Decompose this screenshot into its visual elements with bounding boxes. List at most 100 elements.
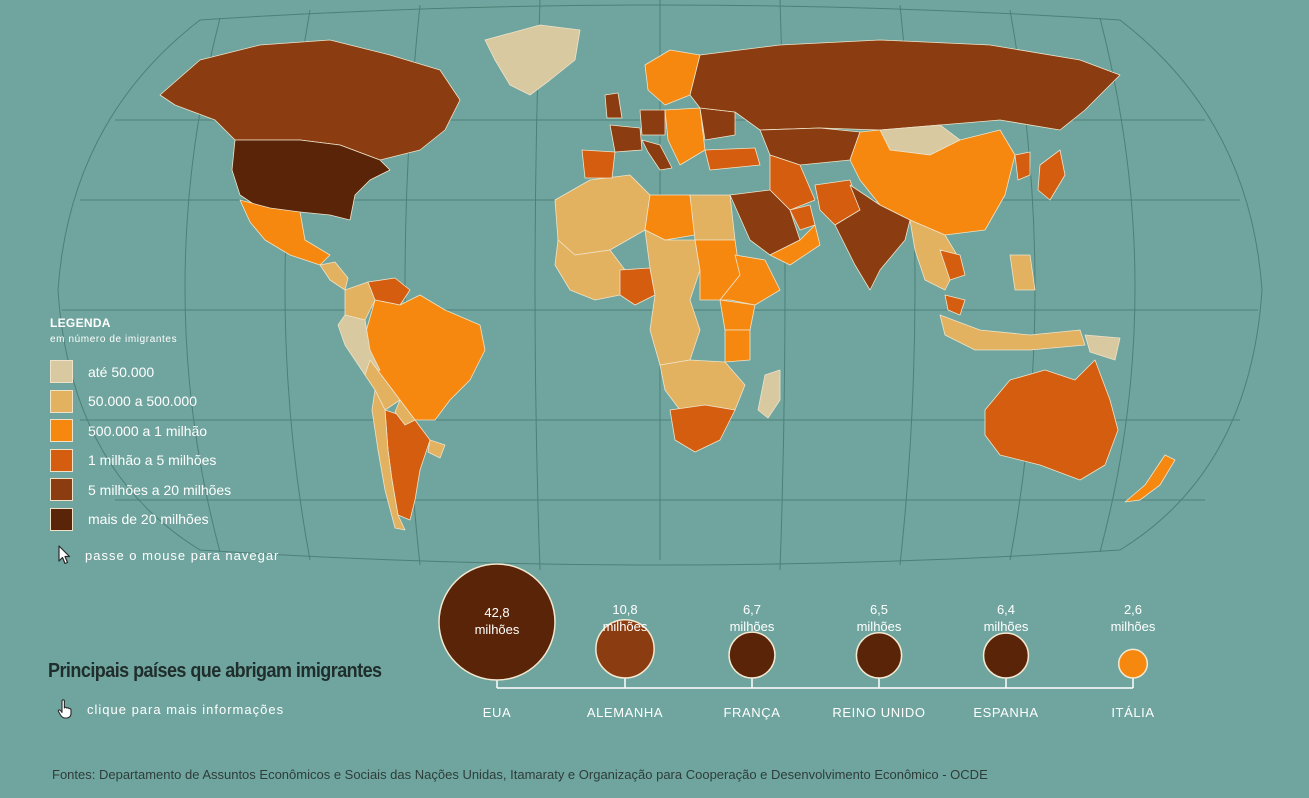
country-bubble-group[interactable]: 42,8 milhões EUA — [438, 563, 556, 720]
country-bubble-group[interactable]: 6,7 milhões FRANÇA — [723, 602, 780, 720]
mouse-pointer-icon — [58, 545, 71, 565]
legend-item: 50.000 a 500.000 — [50, 387, 231, 417]
region-greenland[interactable] — [484, 24, 581, 96]
region-australia[interactable] — [984, 359, 1119, 481]
region-tanzania[interactable] — [724, 329, 751, 363]
bubble-value-label: 2,6 — [1124, 602, 1142, 617]
region-germany[interactable] — [639, 109, 666, 136]
country-bubble[interactable] — [595, 618, 655, 679]
bubble-country-label[interactable]: FRANÇA — [723, 705, 780, 720]
bubble-unit-label: milhões — [475, 622, 520, 637]
bubble-unit-label: milhões — [730, 619, 775, 634]
bubble-country-label[interactable]: ALEMANHA — [587, 705, 663, 720]
country-bubble[interactable] — [1117, 648, 1149, 679]
bubble-value-label: 6,4 — [997, 602, 1015, 617]
region-italy[interactable] — [641, 139, 673, 171]
legend-swatch — [50, 419, 73, 443]
region-chile[interactable] — [371, 389, 406, 531]
region-paraguay[interactable] — [394, 399, 416, 426]
country-bubble-group[interactable]: 6,4 milhões ESPANHA — [973, 602, 1038, 720]
hover-hint: passe o mouse para navegar — [57, 545, 279, 565]
legend-item: mais de 20 milhões — [50, 505, 231, 535]
region-india[interactable] — [834, 184, 911, 291]
region-france[interactable] — [609, 124, 643, 153]
legend-swatch — [50, 507, 73, 531]
region-philippines[interactable] — [1009, 254, 1036, 291]
legend-item: 1 milhão a 5 milhões — [50, 446, 231, 476]
legend-item: até 50.000 — [50, 357, 231, 387]
region-iran[interactable] — [769, 154, 816, 211]
region-thailand[interactable] — [939, 249, 966, 281]
legend-swatch — [50, 360, 73, 384]
region-new-zealand[interactable] — [1124, 454, 1176, 503]
legend-swatch — [50, 448, 73, 472]
region-uruguay[interactable] — [427, 439, 446, 459]
region-malaysia[interactable] — [944, 294, 966, 316]
country-bubble[interactable] — [855, 632, 903, 679]
region-nigeria[interactable] — [619, 267, 656, 306]
bubble-unit-label: milhões — [984, 619, 1029, 634]
legend-item: 5 milhões a 20 milhões — [50, 475, 231, 505]
click-hint: clique para mais informações — [57, 699, 284, 719]
region-ethiopia[interactable] — [719, 254, 781, 306]
region-colombia[interactable] — [344, 281, 376, 321]
country-bubble[interactable] — [438, 563, 556, 681]
legend-label: mais de 20 milhões — [88, 511, 209, 528]
country-bubble[interactable] — [728, 631, 776, 679]
region-uk[interactable] — [604, 92, 623, 119]
region-libya[interactable] — [644, 194, 696, 241]
hand-pointer-icon — [57, 699, 72, 719]
region-yemen-oman[interactable] — [769, 224, 821, 266]
globe-outline — [57, 4, 1263, 566]
map-legend: LEGENDA em número de imigrantes até 50.0… — [50, 316, 231, 534]
legend-swatch — [50, 389, 73, 413]
region-indonesia[interactable] — [939, 314, 1086, 351]
region-korea[interactable] — [1014, 151, 1031, 181]
region-usa[interactable] — [231, 139, 391, 221]
region-papua-new-guinea[interactable] — [1084, 334, 1121, 361]
bubble-unit-label: milhões — [857, 619, 902, 634]
legend-title: LEGENDA — [50, 316, 111, 330]
region-japan[interactable] — [1037, 149, 1066, 201]
country-bubble[interactable] — [982, 632, 1030, 679]
region-south-africa[interactable] — [669, 404, 736, 453]
click-hint-text: clique para mais informações — [87, 701, 285, 717]
country-bubble-group[interactable]: 6,5 milhões REINO UNIDO — [832, 602, 925, 720]
top-countries-title: Principais países que abrigam imigrantes — [48, 660, 382, 682]
country-bubble-group[interactable]: 2,6 milhões ITÁLIA — [1111, 602, 1156, 720]
legend-label: 50.000 a 500.000 — [88, 393, 197, 410]
bubble-country-label[interactable]: EUA — [483, 705, 512, 720]
legend-item: 500.000 a 1 milhão — [50, 416, 231, 446]
bubble-country-label[interactable]: ESPANHA — [973, 705, 1038, 720]
region-madagascar[interactable] — [757, 369, 781, 419]
country-bubble-group[interactable]: 10,8 milhões ALEMANHA — [587, 602, 663, 720]
legend-subtitle: em número de imigrantes — [50, 334, 178, 345]
region-central-america[interactable] — [319, 261, 349, 291]
region-turkey[interactable] — [704, 147, 761, 171]
bubble-country-label[interactable]: ITÁLIA — [1111, 705, 1154, 720]
region-venezuela[interactable] — [367, 277, 411, 306]
legend-label: 1 milhão a 5 milhões — [88, 452, 217, 469]
bubble-value-label: 42,8 — [484, 605, 509, 620]
region-russia[interactable] — [689, 39, 1121, 131]
bubble-value-label: 6,7 — [743, 602, 761, 617]
region-poland-balkans[interactable] — [664, 107, 706, 166]
hover-hint-text: passe o mouse para navegar — [85, 547, 280, 563]
region-iberia[interactable] — [581, 149, 616, 179]
legend-label: até 50.000 — [88, 363, 155, 380]
bubble-unit-label: milhões — [1111, 619, 1156, 634]
bubble-value-label: 10,8 — [612, 602, 637, 617]
region-china[interactable] — [849, 129, 1016, 236]
meridian — [1099, 17, 1136, 553]
region-central-africa[interactable] — [644, 229, 701, 366]
bubble-country-label[interactable]: REINO UNIDO — [832, 705, 925, 720]
region-mexico[interactable] — [239, 199, 331, 266]
legend-label: 500.000 a 1 milhão — [88, 422, 208, 439]
sources-note: Fontes: Departamento de Assuntos Econômi… — [52, 767, 988, 782]
legend-swatch — [50, 478, 73, 502]
bubble-unit-label: milhões — [603, 619, 648, 634]
region-canada[interactable] — [159, 39, 461, 161]
bubble-value-label: 6,5 — [870, 602, 888, 617]
